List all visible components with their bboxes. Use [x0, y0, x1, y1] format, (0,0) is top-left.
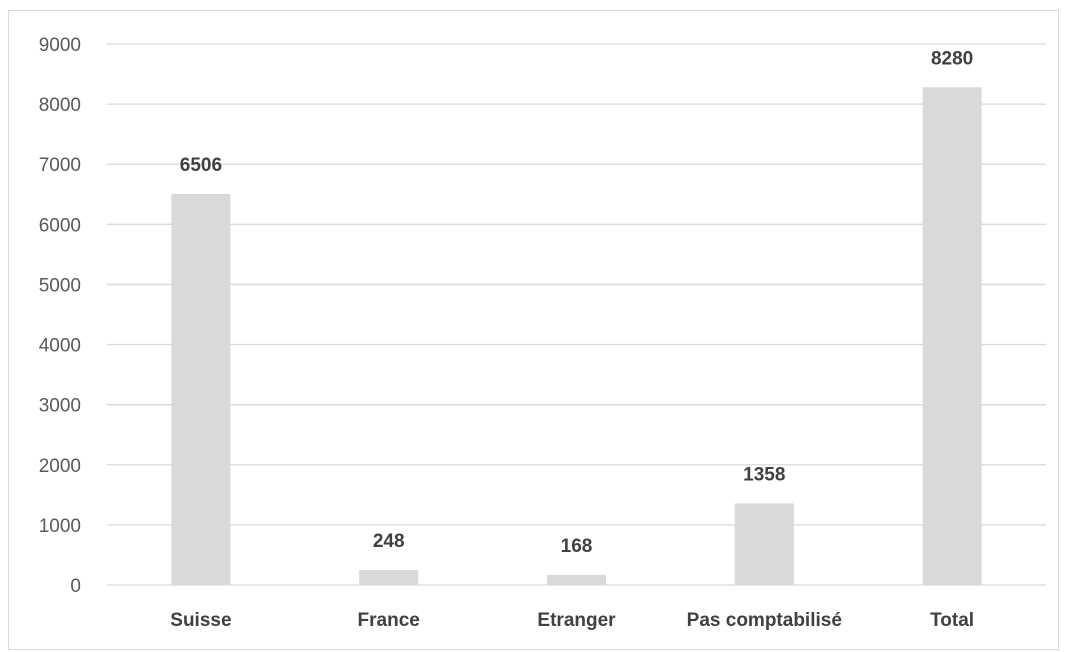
data-label-total: 8280 — [931, 48, 973, 69]
x-category-label-france: France — [358, 610, 420, 631]
y-axis-tick-labels: 0 1000 2000 3000 4000 5000 6000 7000 8000 9000 — [39, 35, 81, 597]
bar-total — [922, 87, 982, 585]
y-tick-label-6000: 6000 — [39, 215, 81, 236]
x-category-label-etranger: Etranger — [537, 610, 616, 631]
gridlines — [107, 43, 1046, 586]
data-label-suisse: 6506 — [180, 155, 222, 176]
x-category-label-pas-comptabilisé: Pas comptabilisé — [687, 610, 842, 631]
y-tick-label-5000: 5000 — [39, 275, 81, 296]
x-category-label-total: Total — [930, 610, 974, 631]
data-labels: 6506 248 168 1358 8280 — [180, 48, 973, 557]
y-tick-label-0: 0 — [70, 576, 81, 597]
bar-etranger — [547, 574, 606, 585]
y-tick-label-4000: 4000 — [39, 336, 81, 357]
bar-suisse — [171, 193, 231, 585]
y-tick-label-1000: 1000 — [39, 516, 81, 537]
bar-pas-comptabilisé — [734, 503, 794, 585]
data-label-france: 248 — [373, 531, 405, 552]
y-tick-label-3000: 3000 — [39, 396, 81, 417]
data-label-pas-comptabilisé: 1358 — [743, 464, 785, 485]
data-label-etranger: 168 — [561, 536, 593, 557]
x-category-label-suisse: Suisse — [170, 610, 231, 631]
y-tick-label-2000: 2000 — [39, 456, 81, 477]
bar-france — [359, 570, 419, 585]
y-tick-label-9000: 9000 — [39, 35, 81, 56]
x-axis-category-labels: Suisse France Etranger Pas comptabilisé Tota… — [170, 610, 974, 631]
y-tick-label-8000: 8000 — [39, 95, 81, 116]
bars — [171, 87, 982, 585]
y-tick-label-7000: 7000 — [39, 155, 81, 176]
